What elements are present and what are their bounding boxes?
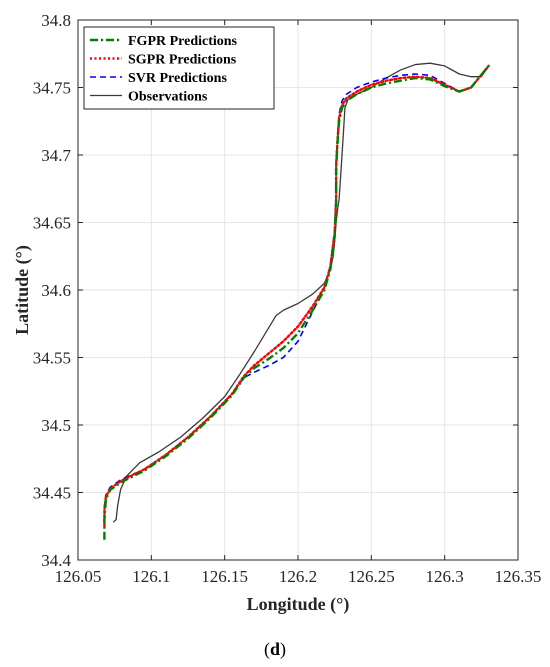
y-tick-label: 34.4	[41, 551, 71, 570]
caption-open-paren: (	[264, 639, 270, 660]
x-tick-label: 126.15	[201, 567, 248, 586]
x-tick-label: 126.3	[426, 567, 464, 586]
legend-label-svr-predictions: SVR Predictions	[128, 71, 227, 86]
axis-ticks: 126.05 126.1 126.15 126.2 126.25 126.3 126.35 3…	[33, 11, 542, 586]
legend: FGPR Predictions SGPR Predictions SVR Pred…	[83, 26, 275, 110]
legend-items: FGPR Predictions SGPR Predictions SVR Pred…	[90, 34, 238, 105]
legend-label-fgpr-predictions: FGPR Predictions	[128, 34, 238, 49]
caption-letter: d	[270, 639, 280, 659]
y-tick-label: 34.45	[33, 484, 71, 503]
x-tick-label: 126.05	[55, 567, 102, 586]
figure-caption: (d)	[264, 639, 286, 660]
series-lines	[103, 62, 490, 540]
series-line-fgpr-predictions	[103, 65, 490, 540]
x-tick-label: 126.1	[132, 567, 170, 586]
caption-close-paren: )	[280, 639, 286, 660]
x-tick-label: 126.25	[348, 567, 395, 586]
y-tick-label: 34.55	[33, 349, 71, 368]
y-tick-label: 34.65	[33, 214, 71, 233]
y-tick-label: 34.6	[41, 281, 71, 300]
legend-label-sgpr-predictions: SGPR Predictions	[128, 53, 237, 68]
x-axis-title: Longitude (°)	[247, 594, 350, 615]
y-tick-label: 34.7	[41, 146, 71, 165]
y-axis-title: Latitude (°)	[12, 245, 33, 335]
y-tick-label: 34.5	[41, 416, 71, 435]
y-tick-label: 34.75	[33, 79, 71, 98]
legend-label-observations: Observations	[128, 90, 208, 105]
x-tick-label: 126.35	[495, 567, 542, 586]
y-tick-label: 34.8	[41, 11, 71, 30]
x-tick-label: 126.2	[279, 567, 317, 586]
